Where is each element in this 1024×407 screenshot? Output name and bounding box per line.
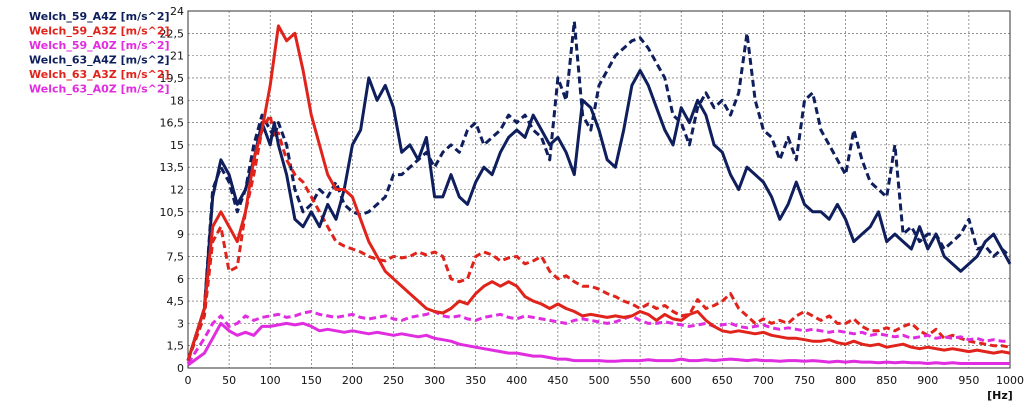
x-tick-label: 750 (794, 374, 815, 387)
y-tick-label: 4,5 (167, 295, 185, 308)
y-tick-label: 15 (170, 139, 184, 152)
series-line-2 (186, 113, 1011, 362)
y-tick-label: 9 (177, 228, 184, 241)
x-tick-label: 900 (917, 374, 938, 387)
x-tick-label: 650 (712, 374, 733, 387)
y-tick-label: 19,5 (160, 72, 185, 85)
x-axis-unit-label: [Hz] (987, 389, 1013, 402)
legend-entry: Welch_59_A4Z [m/s^2] (29, 10, 170, 23)
y-tick-label: 1,5 (167, 340, 185, 353)
x-tick-label: 500 (589, 374, 610, 387)
y-tick-label: 0 (177, 362, 184, 375)
x-tick-label: 300 (424, 374, 445, 387)
x-tick-label: 800 (835, 374, 856, 387)
y-tick-label: 12 (170, 184, 184, 197)
series-line-4 (186, 69, 1012, 362)
x-tick-label: 600 (671, 374, 692, 387)
x-tick-label: 100 (260, 374, 281, 387)
chart-grid (187, 10, 1011, 369)
x-tick-label: 200 (342, 374, 363, 387)
y-tick-label: 22,5 (160, 27, 185, 40)
x-tick-label: 1000 (996, 374, 1024, 387)
y-tick-label: 24 (170, 5, 184, 18)
y-tick-label: 21 (170, 50, 184, 63)
legend-entry: Welch_63_A0Z [m/s^2] (29, 83, 170, 96)
legend-entry: Welch_63_A4Z [m/s^2] (29, 54, 170, 67)
y-tick-label: 6 (177, 273, 184, 286)
x-tick-label: 550 (630, 374, 651, 387)
x-tick-label: 150 (301, 374, 322, 387)
x-tick-label: 0 (185, 374, 192, 387)
x-tick-label: 700 (753, 374, 774, 387)
legend-entry: Welch_59_A0Z [m/s^2] (29, 39, 170, 52)
legend: Welch_59_A4Z [m/s^2] Welch_59_A3Z [m/s^2]… (29, 10, 170, 96)
y-axis-ticks: 0 1,5 3 4,5 6 7,5 9 10,5 12 13,5 15 16,5 18 19,5 21 22,… (160, 5, 185, 375)
series-line-1 (186, 19, 1012, 362)
series-line-5 (186, 24, 1011, 362)
x-axis-ticks: 0 50 100 150 200 250 300 350 400 450 500 550 600 650 7… (185, 374, 1024, 387)
x-tick-label: 50 (222, 374, 236, 387)
x-tick-label: 250 (383, 374, 404, 387)
x-tick-label: 400 (506, 374, 527, 387)
legend-entry: Welch_59_A3Z [m/s^2] (29, 25, 170, 38)
series-line-3 (186, 310, 1010, 365)
series-line-6 (187, 321, 1010, 367)
x-tick-label: 350 (465, 374, 486, 387)
y-tick-label: 13,5 (160, 161, 185, 174)
y-tick-label: 18 (170, 94, 184, 107)
y-tick-label: 10,5 (160, 206, 185, 219)
y-tick-label: 16,5 (160, 117, 185, 130)
legend-entry: Welch_63_A3Z [m/s^2] (29, 68, 170, 81)
x-tick-label: 850 (876, 374, 897, 387)
x-tick-label: 950 (958, 374, 979, 387)
y-tick-label: 3 (177, 317, 184, 330)
x-tick-label: 450 (547, 374, 568, 387)
plot-area-frame (187, 10, 1011, 369)
series-layer (186, 19, 1012, 367)
y-tick-label: 7,5 (167, 250, 185, 263)
